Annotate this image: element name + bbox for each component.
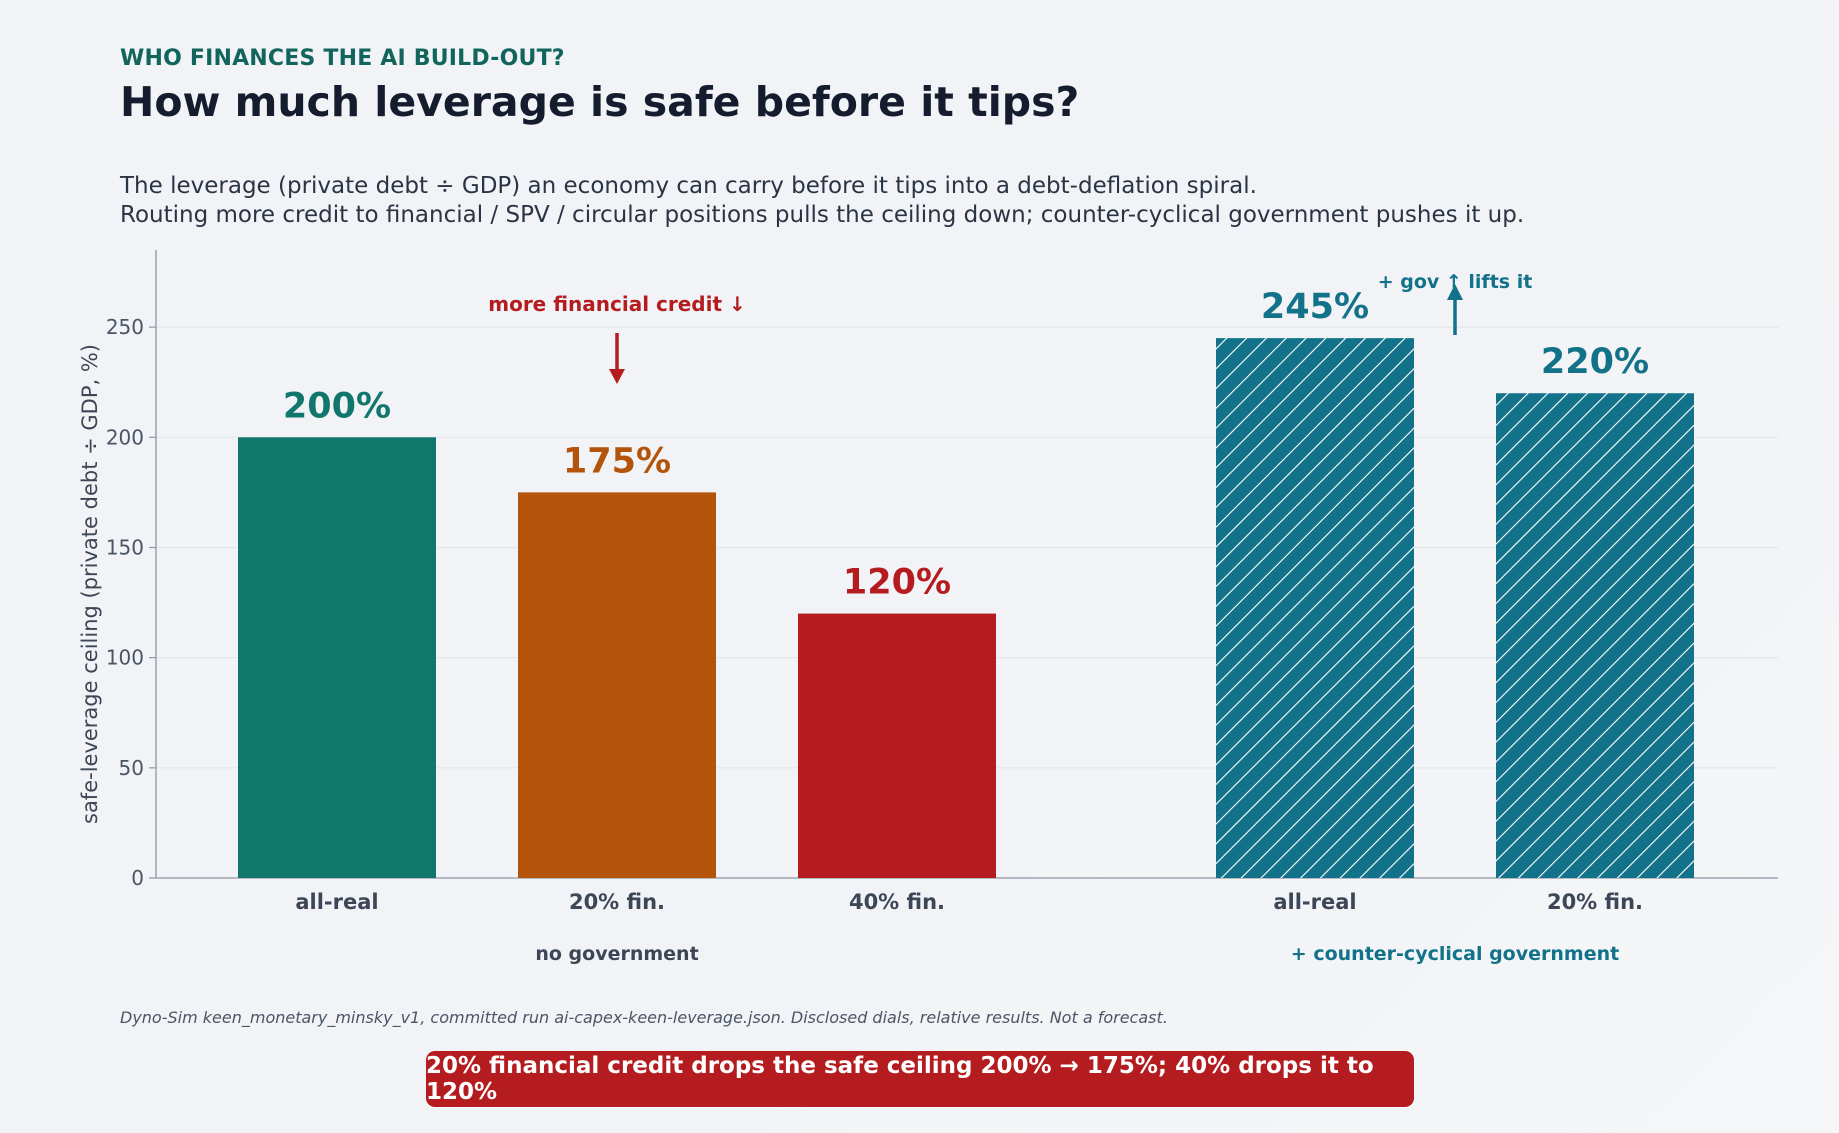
chart-title: How much leverage is safe before it tips… [120,78,1080,126]
subtitle-line-2: Routing more credit to financial / SPV /… [120,202,1525,228]
annotation-gov-lifts-it: + gov ↑ lifts it [1378,271,1533,293]
data-label: 120% [843,563,951,603]
y-tick-label: 100 [106,646,144,670]
annotation-more-financial-credit: more financial credit ↓ [488,292,746,316]
bar-gov-all-real [1216,338,1414,878]
callout-banner: 20% financial credit drops the safe ceil… [426,1051,1414,1107]
x-tick-label: 20% fin. [569,890,665,914]
group-label-counter-cyclical-government: + counter-cyclical government [1291,943,1619,965]
group-label-no-government: no government [535,943,698,965]
data-label: 245% [1261,287,1369,327]
y-tick-label: 250 [106,315,144,339]
chart-kicker: WHO FINANCES THE AI BUILD-OUT? [120,46,565,71]
x-tick-label: all-real [295,890,378,914]
y-tick-label: 50 [119,756,144,780]
chart-subtitle: The leverage (private debt ÷ GDP) an eco… [120,172,1524,230]
y-tick-label: 0 [131,866,144,890]
data-label: 220% [1541,342,1649,382]
annotation-arrowhead-up [1447,284,1463,300]
bar-no-gov-40-fin- [798,613,996,878]
annotation-arrowhead-down [609,369,625,384]
y-tick-label: 200 [106,425,144,449]
x-tick-label: all-real [1273,890,1356,914]
data-label: 175% [563,441,671,481]
x-tick-label: 40% fin. [849,890,945,914]
bar-no-gov-20-fin- [518,492,716,878]
data-label: 200% [283,386,391,426]
x-tick-label: 20% fin. [1547,890,1643,914]
bar-gov-20-fin- [1496,393,1694,878]
subtitle-line-1: The leverage (private debt ÷ GDP) an eco… [120,173,1257,199]
y-axis-label: safe-leverage ceiling (private debt ÷ GD… [78,344,102,824]
bar-no-gov-all-real [238,437,436,878]
y-tick-label: 150 [106,535,144,559]
footnote: Dyno-Sim keen_monetary_minsky_v1, commit… [120,1008,1168,1027]
